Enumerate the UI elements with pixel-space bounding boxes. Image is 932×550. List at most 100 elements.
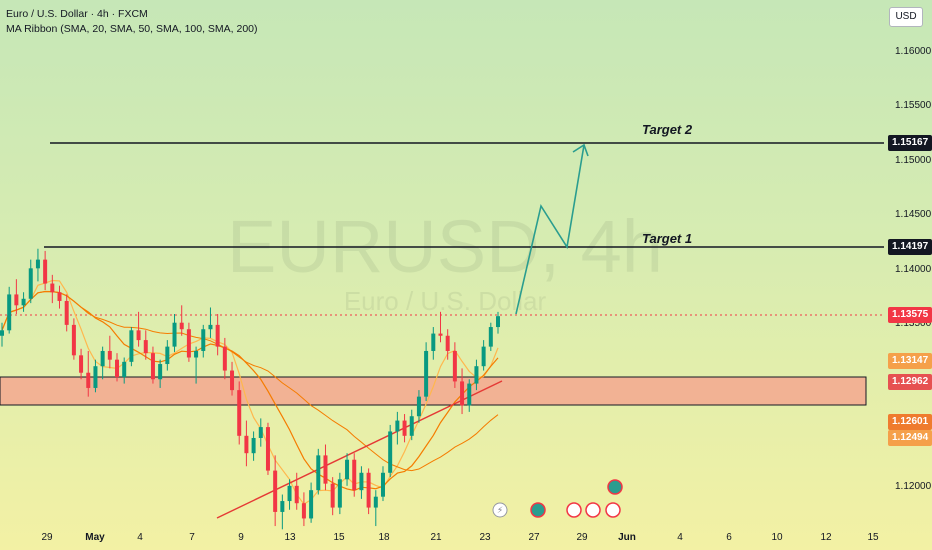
y-tick: 1.16000 [895,46,932,57]
x-tick: 4 [137,532,143,543]
candle-body [35,259,40,269]
candle [93,359,98,393]
candle [280,494,285,530]
candle [416,390,421,423]
candle [237,381,242,445]
event-icon [605,502,621,518]
candle-body [460,381,465,406]
candle [402,414,407,443]
price-label-target-2: 1.15167 [888,135,932,151]
candle [316,448,321,495]
candle [64,294,69,332]
candle [431,327,436,360]
currency-button[interactable]: USD [889,7,923,27]
ma-line [1,290,499,492]
trendline[interactable] [216,380,503,519]
price-label-target-1: 1.14197 [888,239,932,255]
x-tick: 9 [238,532,244,543]
target-1-label: Target 1 [642,231,693,246]
event-icon [530,502,546,518]
candle-body [28,268,33,299]
candle-body [64,300,69,325]
candle-body [409,416,414,436]
y-tick: 1.12000 [895,481,932,492]
candle [79,348,84,380]
candle [43,250,48,291]
x-tick: 4 [677,532,683,543]
x-tick: May [85,532,105,543]
candle-body [388,431,393,473]
y-tick: 1.14500 [895,209,932,220]
x-tick: 6 [726,532,732,543]
candle-body [21,298,26,306]
candle [294,472,299,510]
candle-body [115,359,120,378]
candle-body [201,329,206,351]
candle [136,311,141,347]
candle-body [366,472,371,508]
candle [158,359,163,388]
candle [107,335,112,369]
candle-body [287,485,292,502]
candle [35,248,40,282]
candle-body [165,346,170,365]
watermark-name: Euro / U.S. Dollar [344,286,547,316]
candle-body [230,370,235,391]
price-label-ma: 1.12601 [888,414,932,430]
candles [0,248,500,530]
candle [488,322,493,351]
candle-body [0,330,4,336]
projection-path[interactable] [515,144,585,315]
candle-body [301,503,306,519]
candle-body [316,455,321,491]
candle [21,292,26,312]
candle [380,466,385,502]
candle [309,482,314,523]
y-tick: 1.15500 [895,100,932,111]
candle [337,472,342,515]
candle-body [438,333,443,336]
candle-body [172,322,177,347]
x-tick: 13 [284,532,296,543]
candle [0,322,4,347]
candle [438,311,443,343]
candle-body [215,324,220,347]
candle-body [294,485,299,504]
candle-body [251,437,256,454]
projection-arrowhead [572,143,589,157]
candle [215,314,220,356]
candle-body [143,340,148,354]
candle [474,359,479,391]
candle-body [380,472,385,497]
candle-body [158,364,163,380]
candle-body [452,350,457,382]
candle [86,350,91,397]
x-tick: 27 [528,532,540,543]
candle-body [208,324,213,330]
candle-body [402,420,407,436]
ma-ribbon [1,279,499,505]
y-tick: 1.13500 [895,318,932,329]
candle-body [14,294,19,306]
candle-body [100,350,105,367]
x-tick: 15 [333,532,345,543]
demand-zone[interactable] [0,376,867,406]
candle-body [107,350,112,360]
x-tick: 15 [867,532,879,543]
candle-body [122,361,127,378]
candle-body [481,346,486,367]
indicator-line[interactable]: MA Ribbon (SMA, 20, SMA, 50, SMA, 100, S… [6,23,258,35]
candle-body [150,353,155,380]
symbol-line[interactable]: Euro / U.S. Dollar · 4h · FXCM [6,8,148,20]
event-icons[interactable]: ⚡ [492,479,623,518]
x-tick: 10 [771,532,783,543]
candle [352,453,357,497]
candle-body [337,479,342,508]
candle-body [71,324,76,356]
candle-body [265,427,270,471]
x-tick: 29 [41,532,53,543]
candle [129,327,134,367]
candle-body [330,483,335,508]
price-label-ma: 1.12494 [888,430,932,446]
